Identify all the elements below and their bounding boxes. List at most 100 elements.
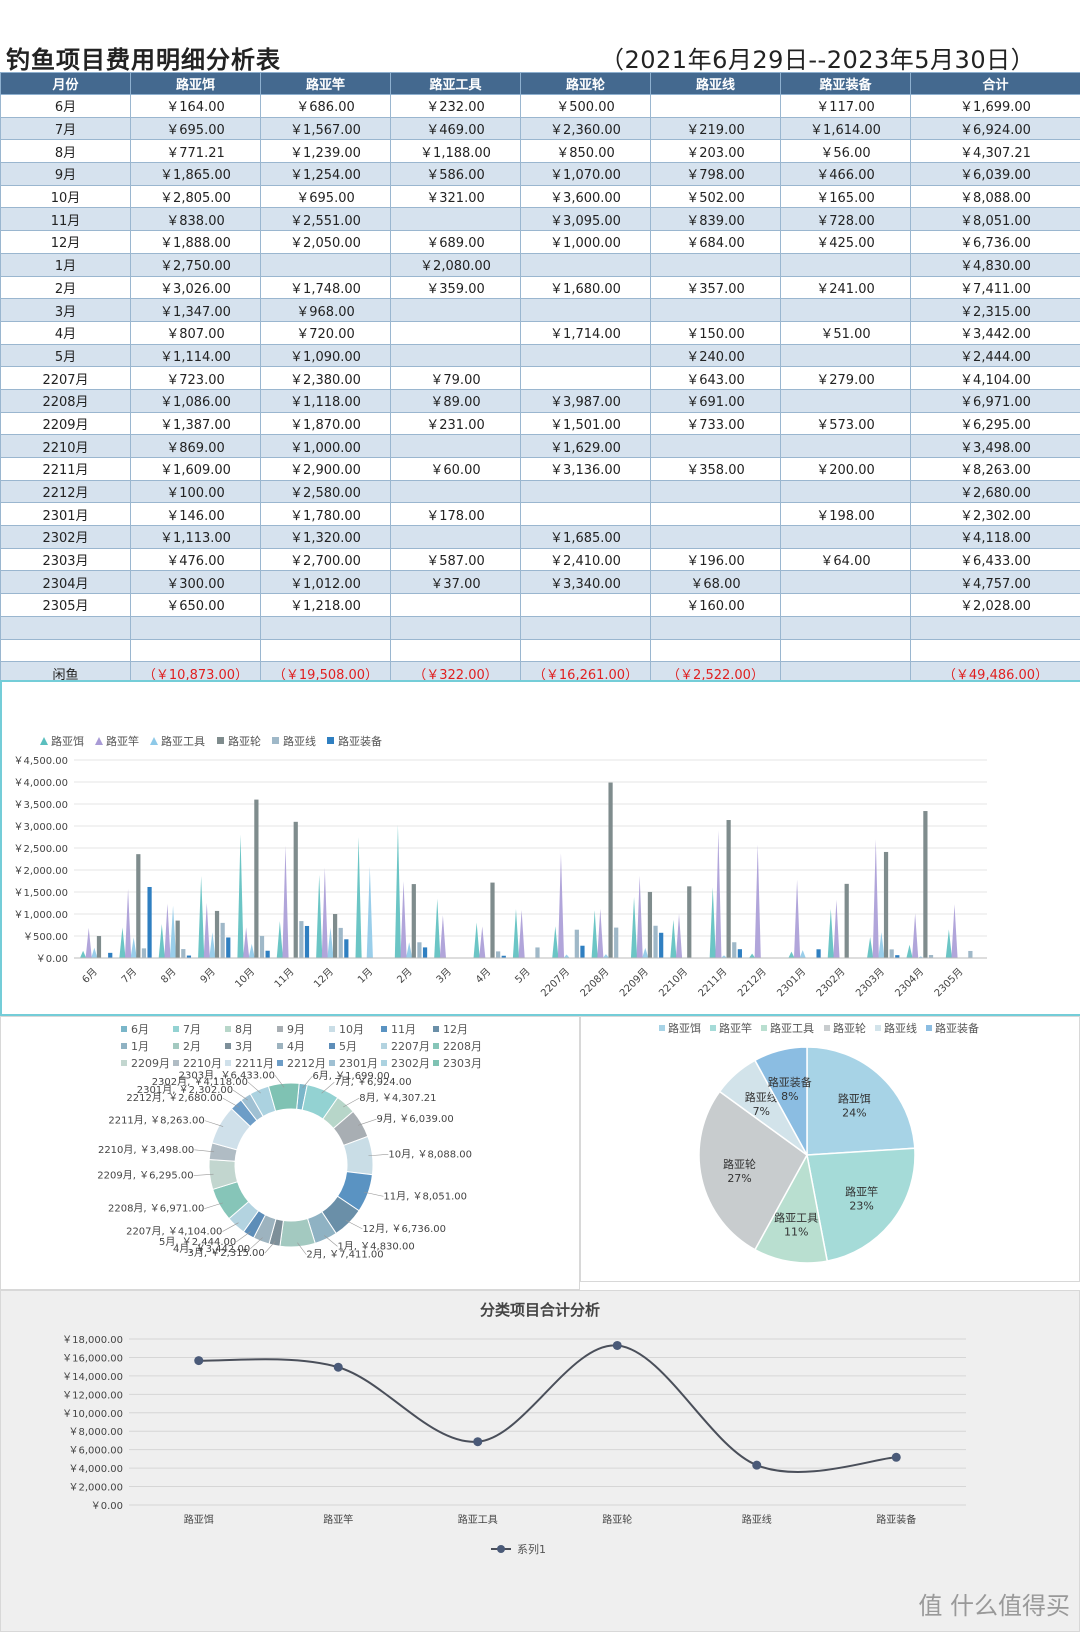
slice-percent: 8%	[781, 1090, 798, 1103]
legend-marker	[497, 1545, 505, 1553]
legend-marker	[225, 1060, 231, 1066]
bar-路亚饵	[237, 835, 243, 958]
table-cell: ￥502.00	[651, 185, 781, 208]
data-point	[613, 1341, 622, 1350]
legend-label: 8月	[235, 1023, 253, 1036]
bar-路亚竿	[125, 889, 131, 958]
table-row: 2月￥3,026.00￥1,748.00￥359.00￥1,680.00￥357…	[1, 276, 1080, 299]
table-cell: ￥2,580.00	[261, 480, 391, 503]
bar-路亚线	[890, 949, 894, 958]
bar-路亚工具	[249, 944, 255, 958]
table-cell: ￥8,051.00	[911, 208, 1080, 231]
bar-路亚饵	[277, 921, 283, 958]
x-tick-label: 9月	[198, 966, 218, 986]
table-cell	[781, 344, 911, 367]
table-cell: ￥1,680.00	[521, 276, 651, 299]
slice-percent: 23%	[849, 1199, 873, 1212]
bar-路亚线	[299, 921, 303, 958]
bar-路亚线	[142, 948, 146, 958]
table-cell	[781, 480, 911, 503]
y-tick-label: ￥16,000.00	[62, 1353, 123, 1364]
table-cell	[781, 571, 911, 594]
data-label: 9月, ￥6,039.00	[376, 1113, 453, 1125]
legend-marker	[433, 1060, 439, 1066]
legend-label: 2302月	[391, 1057, 430, 1070]
table-cell: ￥4,830.00	[911, 253, 1080, 276]
bar-路亚竿	[715, 830, 721, 958]
table-cell	[781, 435, 911, 458]
column-header: 路亚饵	[131, 73, 261, 95]
bar-路亚竿	[519, 910, 525, 958]
x-tick-label: 路亚饵	[184, 1513, 214, 1526]
table-cell: ￥1,870.00	[261, 412, 391, 435]
bar-路亚轮	[333, 914, 337, 958]
bar-路亚轮	[136, 854, 140, 958]
legend-label: 9月	[287, 1023, 305, 1036]
bar-路亚饵	[788, 952, 794, 958]
legend-marker	[173, 1043, 179, 1049]
legend-marker	[381, 1026, 387, 1032]
chart-title: 分类项目合计分析	[480, 1301, 600, 1319]
bar-路亚竿	[637, 876, 643, 958]
legend-label: 4月	[287, 1040, 305, 1053]
table-cell: ￥1,114.00	[131, 344, 261, 367]
slice-percent: 7%	[753, 1105, 770, 1118]
bar-路亚饵	[316, 875, 322, 958]
bar-路亚工具	[91, 948, 97, 958]
slice-percent: 11%	[784, 1225, 808, 1238]
table-cell	[521, 299, 651, 322]
expense-table: 月份路亚饵路亚竿路亚工具路亚轮路亚线路亚装备合计 6月￥164.00￥686.0…	[0, 72, 1080, 708]
table-cell: ￥3,340.00	[521, 571, 651, 594]
table-cell: 3月	[1, 299, 131, 322]
slice-label: 路亚轮	[723, 1157, 756, 1171]
legend-marker	[121, 1060, 127, 1066]
data-label: 2211月, ￥8,263.00	[108, 1115, 204, 1127]
bar-路亚饵	[946, 929, 952, 958]
legend-marker	[659, 1025, 665, 1031]
table-cell: 2207月	[1, 367, 131, 390]
legend-label: 2208月	[443, 1040, 482, 1053]
data-point	[752, 1461, 761, 1470]
table-cell	[781, 253, 911, 276]
table-cell: ￥200.00	[781, 458, 911, 481]
table-cell: 2305月	[1, 594, 131, 617]
bar-路亚轮	[490, 883, 494, 958]
table-cell: 12月	[1, 231, 131, 254]
table-cell	[391, 616, 521, 639]
y-tick-label: ￥1,000.00	[13, 910, 68, 921]
legend-marker	[926, 1025, 932, 1031]
bar-路亚竿	[400, 881, 406, 958]
table-cell: ￥695.00	[131, 117, 261, 140]
table-cell: ￥1,320.00	[261, 526, 391, 549]
table-cell: 2212月	[1, 480, 131, 503]
table-row: 7月￥695.00￥1,567.00￥469.00￥2,360.00￥219.0…	[1, 117, 1080, 140]
table-row: 3月￥1,347.00￥968.00￥2,315.00	[1, 299, 1080, 322]
y-tick-label: ￥10,000.00	[62, 1409, 123, 1420]
bar-路亚工具	[327, 928, 333, 958]
table-cell: 4月	[1, 321, 131, 344]
bar-路亚轮	[412, 884, 416, 958]
table-cell	[651, 503, 781, 526]
table-row: 6月￥164.00￥686.00￥232.00￥500.00￥117.00￥1,…	[1, 95, 1080, 118]
x-tick-label: 路亚工具	[458, 1513, 498, 1526]
table-cell: ￥1,629.00	[521, 435, 651, 458]
table-cell: ￥1,865.00	[131, 163, 261, 186]
legend-label: 路亚轮	[833, 1021, 866, 1035]
bar-路亚装备	[226, 937, 230, 958]
legend-marker	[381, 1060, 387, 1066]
table-cell: ￥232.00	[391, 95, 521, 118]
table-cell	[781, 594, 911, 617]
legend-label: 3月	[235, 1040, 253, 1053]
x-tick-label: 2209月	[617, 966, 651, 1000]
x-tick-label: 6月	[80, 966, 100, 986]
table-row: 2208月￥1,086.00￥1,118.00￥89.00￥3,987.00￥6…	[1, 389, 1080, 412]
legend-marker	[277, 1026, 283, 1032]
y-tick-label: ￥4,000.00	[68, 1464, 123, 1475]
table-cell: ￥1,748.00	[261, 276, 391, 299]
legend-marker	[217, 737, 224, 744]
bar-路亚线	[181, 949, 185, 958]
table-cell: ￥1,254.00	[261, 163, 391, 186]
table-cell: ￥1,780.00	[261, 503, 391, 526]
data-label: 12月, ￥6,736.00	[362, 1223, 446, 1235]
bar-路亚工具	[367, 866, 373, 958]
